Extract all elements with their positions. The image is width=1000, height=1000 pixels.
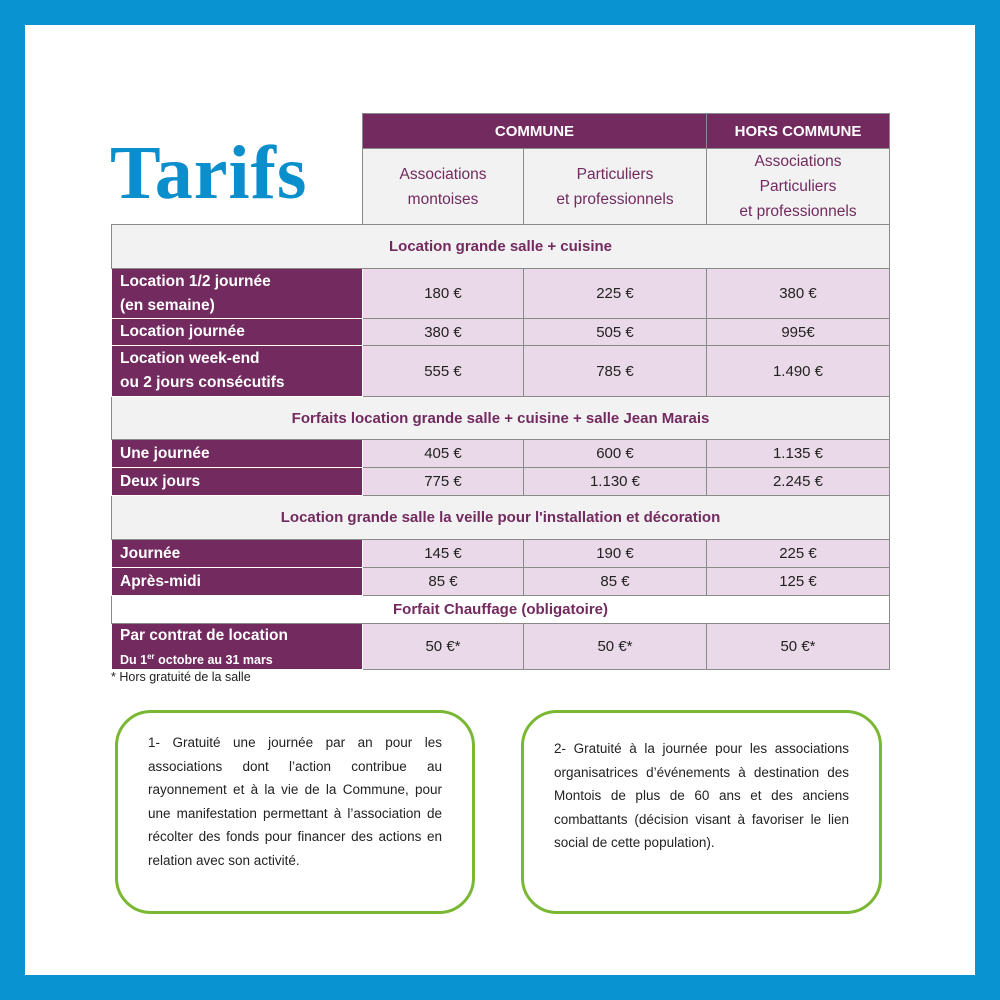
price-cell: 995€ bbox=[706, 318, 890, 346]
table-row: Location 1/2 journée (en semaine) 180 €225… bbox=[111, 268, 890, 319]
price-cell: 225 € bbox=[523, 268, 707, 319]
price-cell: 405 € bbox=[362, 439, 524, 468]
header-commune: COMMUNE bbox=[362, 113, 707, 149]
row-label-line: Deux jours bbox=[120, 472, 201, 490]
row-label-line: Location 1/2 journée bbox=[120, 272, 271, 290]
table-row: Location week-end ou 2 jours consécutifs 5… bbox=[111, 345, 890, 397]
price-cell: 505 € bbox=[523, 318, 707, 346]
header-hors-commune-all: Associations Particuliers et professionnel… bbox=[706, 148, 890, 225]
table-row: Après-midi 85 €85 €125 € bbox=[111, 567, 890, 596]
row-label-line: ou 2 jours consécutifs bbox=[120, 374, 285, 391]
price-cell: 180 € bbox=[362, 268, 524, 319]
price-cell: 225 € bbox=[706, 539, 890, 568]
info-box-seniors: 2- Gratuité à la journée pour les associ… bbox=[521, 710, 882, 914]
info-box-associations: 1- Gratuité une journée par an pour les … bbox=[115, 710, 475, 914]
price-cell: 380 € bbox=[706, 268, 890, 319]
sublabel-text: Du 1 bbox=[120, 653, 148, 668]
price-cell: 555 € bbox=[362, 345, 524, 397]
row-sublabel: Du 1er octobre au 31 mars bbox=[120, 648, 362, 669]
price-cell: 775 € bbox=[362, 467, 524, 496]
row-label: Location week-end ou 2 jours consécutifs bbox=[111, 345, 363, 397]
section-header: Forfaits location grande salle + cuisine… bbox=[111, 396, 890, 440]
row-label: Deux jours bbox=[111, 467, 363, 496]
sublabel-sup: er bbox=[147, 652, 155, 661]
row-label-line: Par contrat de location bbox=[120, 627, 288, 644]
price-cell: 50 €* bbox=[523, 622, 707, 671]
table-row: Par contrat de location Du 1er octobre au… bbox=[111, 622, 890, 671]
row-label-line: Une journée bbox=[120, 444, 210, 462]
table-row: Deux jours 775 €1.130 €2.245 € bbox=[111, 467, 890, 496]
price-cell: 785 € bbox=[523, 345, 707, 397]
header-associations-montoises: Associations montoises bbox=[362, 148, 524, 225]
row-label-line: Journée bbox=[120, 544, 181, 562]
row-label-line: Location week-end bbox=[120, 350, 260, 367]
row-label: Une journée bbox=[111, 439, 363, 468]
header-line: et professionnels bbox=[556, 190, 674, 208]
price-cell: 145 € bbox=[362, 539, 524, 568]
table-row: Location journée 380 €505 €995€ bbox=[111, 318, 890, 346]
row-label: Location journée bbox=[111, 318, 363, 346]
header-line: montoises bbox=[407, 190, 479, 208]
section-header: Location grande salle la veille pour l'i… bbox=[111, 495, 890, 540]
price-cell: 2.245 € bbox=[706, 467, 890, 496]
price-cell: 125 € bbox=[706, 567, 890, 596]
price-cell: 50 €* bbox=[706, 622, 890, 671]
row-label-line: Location journée bbox=[120, 323, 245, 340]
price-cell: 85 € bbox=[362, 567, 524, 596]
row-label-line: (en semaine) bbox=[120, 296, 215, 314]
header-line: Particuliers bbox=[576, 165, 654, 183]
row-label: Par contrat de location Du 1er octobre au… bbox=[111, 622, 363, 671]
price-cell: 85 € bbox=[523, 567, 707, 596]
header-particuliers: Particuliers et professionnels bbox=[523, 148, 707, 225]
price-cell: 1.135 € bbox=[706, 439, 890, 468]
header-line: Associations bbox=[399, 165, 487, 183]
price-cell: 190 € bbox=[523, 539, 707, 568]
price-cell: 600 € bbox=[523, 439, 707, 468]
row-label: Après-midi bbox=[111, 567, 363, 596]
footnote: * Hors gratuité de la salle bbox=[111, 670, 251, 684]
row-label: Location 1/2 journée (en semaine) bbox=[111, 268, 363, 319]
header-line: Associations bbox=[754, 153, 842, 170]
header-line: Particuliers bbox=[759, 178, 837, 195]
price-cell: 1.130 € bbox=[523, 467, 707, 496]
tariff-table: COMMUNE HORS COMMUNE Associations montois… bbox=[111, 113, 890, 671]
section-header: Forfait Chauffage (obligatoire) bbox=[111, 595, 890, 624]
row-label: Journée bbox=[111, 539, 363, 568]
table-row: Journée 145 €190 €225 € bbox=[111, 539, 890, 568]
price-cell: 1.490 € bbox=[706, 345, 890, 397]
price-cell: 380 € bbox=[362, 318, 524, 346]
header-line: et professionnels bbox=[739, 203, 857, 220]
sublabel-text: octobre au 31 mars bbox=[154, 653, 273, 668]
header-hors-commune: HORS COMMUNE bbox=[706, 113, 890, 149]
section-header: Location grande salle + cuisine bbox=[111, 224, 890, 269]
row-label-line: Après-midi bbox=[120, 572, 201, 590]
page-title: Tarifs bbox=[110, 131, 308, 215]
price-cell: 50 €* bbox=[362, 622, 524, 671]
table-row: Une journée 405 €600 €1.135 € bbox=[111, 439, 890, 468]
